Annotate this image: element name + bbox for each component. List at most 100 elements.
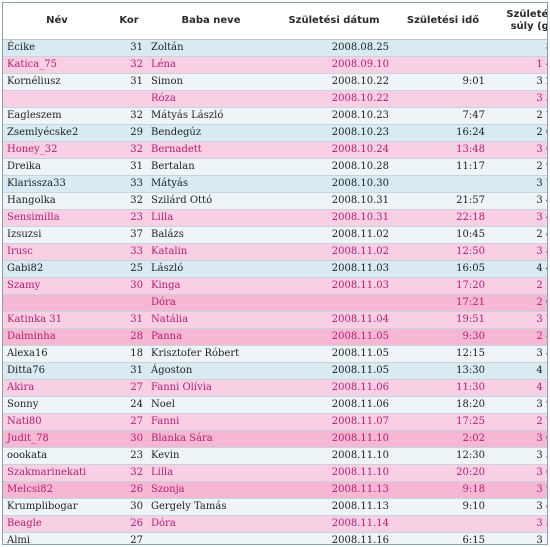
cell-szuletesi-ido: 11:30 <box>397 379 495 397</box>
cell-kor: 31 <box>111 158 147 176</box>
cell-szuletesi-datum: 2008.11.13 <box>275 481 397 499</box>
cell-kor: 18 <box>111 345 147 363</box>
cell-szuletesi-suly: 2 770 <box>495 107 547 125</box>
header-baba-neve: Baba neve <box>147 3 275 40</box>
cell-szuletesi-suly: 3 370 <box>495 90 547 108</box>
cell-kor: 32 <box>111 192 147 210</box>
table-row: Eagleszem 32 Mátyás László 2008.10.23 7:47 2 … <box>3 107 547 125</box>
cell-kor: 33 <box>111 243 147 261</box>
cell-szuletesi-suly: 2 740 <box>495 413 547 431</box>
cell-kor: 37 <box>111 226 147 244</box>
cell-szuletesi-ido: 7:47 <box>397 107 495 125</box>
cell-szuletesi-ido: 13:48 <box>397 141 495 159</box>
cell-szuletesi-datum: 2008.11.05 <box>275 328 397 346</box>
cell-szuletesi-suly: 3 970 <box>495 481 547 499</box>
cell-baba-neve: Bendegúz <box>147 124 275 142</box>
cell-szuletesi-ido: 9:30 <box>397 328 495 346</box>
cell-baba-neve: Gergely Tamás <box>147 498 275 516</box>
cell-szuletesi-suly: 4 400 <box>495 260 547 278</box>
header-kor: Kor <box>111 3 147 40</box>
cell-szuletesi-datum: 2008.10.24 <box>275 141 397 159</box>
cell-nev: Katinka 31 <box>3 311 111 329</box>
cell-nev: Kornéliusz <box>3 73 111 91</box>
cell-szuletesi-datum: 2008.11.14 <box>275 515 397 533</box>
cell-baba-neve: Natália <box>147 311 275 329</box>
cell-szuletesi-ido: 6:15 <box>397 532 495 544</box>
cell-szuletesi-datum: 2008.10.28 <box>275 158 397 176</box>
cell-kor: 33 <box>111 175 147 193</box>
cell-nev: Szakmarinekati <box>3 464 111 482</box>
cell-szuletesi-datum <box>275 294 397 312</box>
cell-szuletesi-suly: 850 <box>495 39 547 57</box>
cell-baba-neve: Bertalan <box>147 158 275 176</box>
cell-kor: 27 <box>111 532 147 544</box>
cell-nev: Akira <box>3 379 111 397</box>
cell-nev: Sonny <box>3 396 111 414</box>
cell-baba-neve: László <box>147 260 275 278</box>
cell-szuletesi-ido: 12:30 <box>397 447 495 465</box>
cell-kor: 30 <box>111 430 147 448</box>
cell-baba-neve: Kinga <box>147 277 275 295</box>
cell-szuletesi-ido: 22:18 <box>397 209 495 227</box>
cell-kor <box>111 90 147 108</box>
cell-nev: Eagleszem <box>3 107 111 125</box>
cell-szuletesi-suly: 3 300 <box>495 447 547 465</box>
cell-baba-neve <box>147 532 275 544</box>
cell-nev: Dalminha <box>3 328 111 346</box>
cell-szuletesi-suly: 3 270 <box>495 73 547 91</box>
cell-baba-neve: Zoltán <box>147 39 275 57</box>
cell-szuletesi-suly: 3 480 <box>495 498 547 516</box>
cell-szuletesi-ido: 19:51 <box>397 311 495 329</box>
cell-szuletesi-suly: 2 650 <box>495 294 547 312</box>
cell-szuletesi-datum: 2008.11.10 <box>275 430 397 448</box>
cell-szuletesi-ido: 9:01 <box>397 73 495 91</box>
cell-szuletesi-datum: 2008.11.10 <box>275 464 397 482</box>
cell-baba-neve: Kevin <box>147 447 275 465</box>
cell-baba-neve: Panna <box>147 328 275 346</box>
cell-szuletesi-suly: 2 850 <box>495 328 547 346</box>
cell-baba-neve: Szonja <box>147 481 275 499</box>
cell-szuletesi-datum: 2008.11.05 <box>275 345 397 363</box>
cell-baba-neve: Mátyás <box>147 175 275 193</box>
cell-szuletesi-datum: 2008.11.13 <box>275 498 397 516</box>
cell-nev: Katica_75 <box>3 56 111 74</box>
cell-szuletesi-ido: 16:05 <box>397 260 495 278</box>
cell-szuletesi-suly: 1 480 <box>495 56 547 74</box>
cell-nev: Gabi82 <box>3 260 111 278</box>
cell-nev: Judit_78 <box>3 430 111 448</box>
cell-szuletesi-datum: 2008.11.05 <box>275 362 397 380</box>
cell-baba-neve: Katalin <box>147 243 275 261</box>
cell-szuletesi-ido: 20:20 <box>397 464 495 482</box>
cell-szuletesi-ido: 9:18 <box>397 481 495 499</box>
cell-szuletesi-suly: 3 150 <box>495 532 547 544</box>
cell-szuletesi-datum: 2008.10.31 <box>275 192 397 210</box>
cell-baba-neve: Dóra <box>147 294 275 312</box>
cell-szuletesi-ido: 9:10 <box>397 498 495 516</box>
cell-baba-neve: Szilárd Ottó <box>147 192 275 210</box>
cell-szuletesi-datum: 2008.10.22 <box>275 90 397 108</box>
cell-szuletesi-datum: 2008.11.07 <box>275 413 397 431</box>
cell-szuletesi-datum: 2008.08.25 <box>275 39 397 57</box>
cell-szuletesi-ido: 21:57 <box>397 192 495 210</box>
cell-szuletesi-suly: 3 600 <box>495 430 547 448</box>
cell-szuletesi-ido: 2:02 <box>397 430 495 448</box>
cell-nev: Klarissza33 <box>3 175 111 193</box>
cell-baba-neve: Mátyás László <box>147 107 275 125</box>
cell-baba-neve: Bernadett <box>147 141 275 159</box>
cell-baba-neve: Krisztofer Róbert <box>147 345 275 363</box>
cell-szuletesi-ido: 10:45 <box>397 226 495 244</box>
cell-szuletesi-datum: 2008.10.23 <box>275 107 397 125</box>
cell-nev: Écike <box>3 39 111 57</box>
cell-baba-neve: Noel <box>147 396 275 414</box>
cell-kor: 31 <box>111 73 147 91</box>
